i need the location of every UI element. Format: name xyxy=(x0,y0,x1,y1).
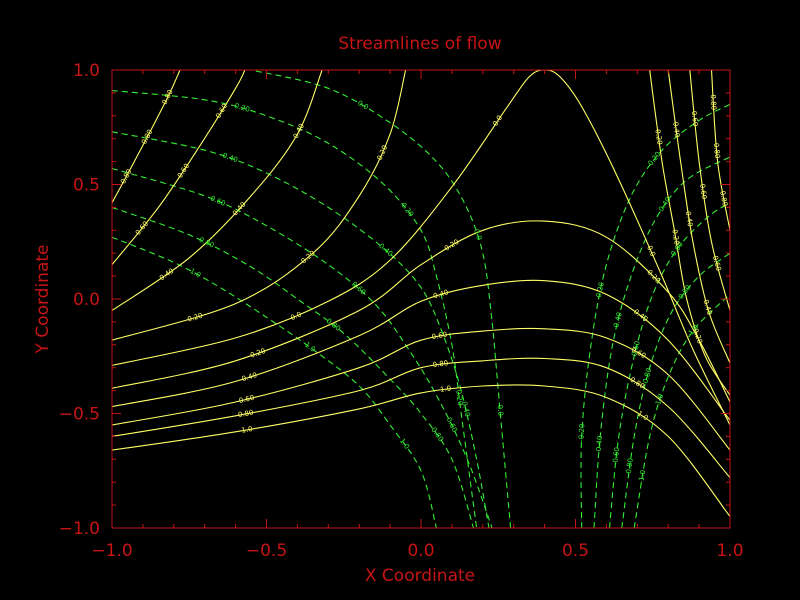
potential-contour-line xyxy=(112,236,437,528)
streamline-label: 0.80 xyxy=(718,190,729,207)
potential-contour-line xyxy=(633,294,730,528)
streamline-label: 0.60 xyxy=(711,255,723,272)
streamline-label: 0.80 xyxy=(712,143,721,159)
y-tick-label: 0.5 xyxy=(73,176,100,196)
y-tick-label: −1.0 xyxy=(59,519,100,539)
streamline-label: -0.60 xyxy=(429,331,448,342)
potential-contour-label: -0.80 xyxy=(624,458,634,477)
streamline-line xyxy=(649,70,730,396)
x-tick-label: 1.0 xyxy=(716,541,743,561)
streamline-label: 0.20 xyxy=(653,129,663,146)
potential-contour-line xyxy=(112,131,490,528)
streamline-label: 0.0 xyxy=(289,310,302,322)
potential-contour-line xyxy=(608,202,730,528)
streamline-line xyxy=(112,70,730,426)
potential-contour-label: 0.0 xyxy=(496,404,505,416)
potential-contour-label: -1.0 xyxy=(637,469,647,484)
chart-title: Streamlines of flow xyxy=(338,34,501,54)
streamline-label: 0.60 xyxy=(690,111,699,127)
potential-contour-label: -0.40 xyxy=(595,435,605,454)
y-tick-label: −0.5 xyxy=(59,405,100,425)
potential-contour-line xyxy=(112,206,475,528)
streamline-label: 0.0 xyxy=(645,244,657,257)
streamline-line xyxy=(112,70,407,341)
potential-contour-label: -0.20 xyxy=(577,423,586,442)
x-tick-label: −0.5 xyxy=(246,541,287,561)
x-tick-label: 0.0 xyxy=(407,541,434,561)
potential-contour-label: -0.60 xyxy=(611,447,621,466)
potential-contour-label: -1.0 xyxy=(653,393,665,408)
potential-contour-label: 0.20 xyxy=(454,389,464,405)
streamline-line xyxy=(667,70,730,364)
streamline-label: -1.0 xyxy=(437,385,452,395)
streamline-line xyxy=(112,220,730,403)
y-tick-label: 0.0 xyxy=(73,290,100,310)
y-tick-label: 1.0 xyxy=(73,61,100,81)
streamline-line xyxy=(112,70,323,311)
potential-contour-label: -0.20 xyxy=(594,281,606,300)
streamline-line xyxy=(112,279,730,421)
streamline-line xyxy=(689,70,730,311)
streamline-label: 0.40 xyxy=(684,211,694,228)
potential-contour-line xyxy=(593,156,730,528)
y-axis-label: Y Coordinate xyxy=(33,245,53,355)
plot-area xyxy=(112,70,730,528)
streamline-label: 0.80 xyxy=(709,94,718,110)
streamline-label: 0.60 xyxy=(698,183,708,200)
potential-contour-label: 0.0 xyxy=(472,228,483,241)
potential-contour-label: 0.20 xyxy=(233,102,250,114)
x-axis-label: X Coordinate xyxy=(365,566,475,586)
streamline-label: 0.40 xyxy=(671,121,681,138)
streamline-line xyxy=(112,357,730,478)
potential-contour-label: 0.40 xyxy=(460,401,471,418)
potential-contour-line xyxy=(112,167,493,528)
streamline-line xyxy=(112,327,730,451)
axis-ticks: −1.0 −0.5 0.0 0.5 1.0 −1.0 −0.5 0.0 0.5 1.0 xyxy=(59,61,744,561)
x-tick-label: 0.5 xyxy=(562,541,589,561)
streamline-label: -0.80 xyxy=(235,409,254,420)
streamline-line xyxy=(112,70,246,266)
streamline-line xyxy=(710,70,730,231)
streamline-label: -0.80 xyxy=(430,359,449,369)
potential-contour-line xyxy=(621,252,730,528)
potential-contour-line xyxy=(112,90,478,528)
x-tick-label: −1.0 xyxy=(91,541,132,561)
streamline-label: -1.0 xyxy=(238,425,253,435)
streamline-line xyxy=(112,384,730,517)
streamline-line xyxy=(112,70,181,204)
potential-contour-line xyxy=(580,103,730,528)
streamline-label: 0.20 xyxy=(670,229,680,246)
